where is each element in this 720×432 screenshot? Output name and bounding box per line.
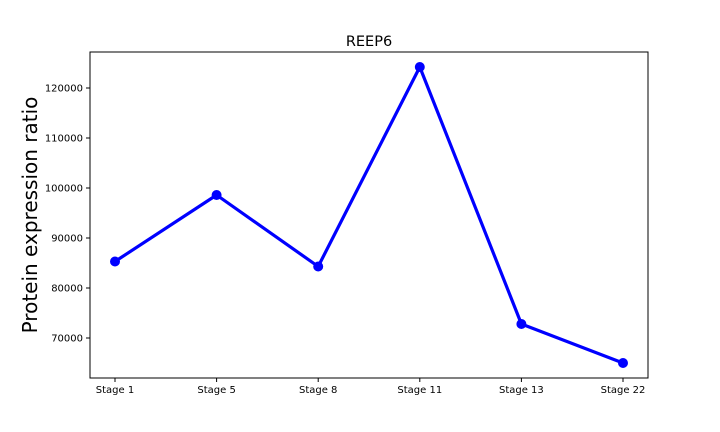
chart-title: REEP6 (346, 34, 392, 50)
y-tick-label: 120000 (45, 84, 83, 95)
data-point (414, 62, 425, 72)
plot-area: 70000 80000 90000 100000 110000 120000 Stage 1… (45, 51, 649, 396)
x-tick-label: Stage 5 (197, 385, 235, 396)
x-tick-label: Stage 13 (499, 385, 544, 396)
y-axis-label: Protein expression ratio (18, 97, 42, 334)
data-point (110, 256, 120, 267)
data-point (618, 358, 628, 368)
series-line (113, 65, 625, 365)
y-tick-label: 80000 (51, 284, 83, 295)
x-tick-label: Stage 8 (299, 385, 337, 396)
y-tick-label: 100000 (45, 184, 83, 195)
data-point (516, 319, 527, 329)
x-tick-label: Stage 11 (397, 385, 442, 396)
x-tick-label: Stage 22 (601, 385, 646, 396)
data-point (313, 261, 324, 272)
x-tick-label: Stage 1 (96, 385, 134, 396)
y-tick-label: 110000 (45, 134, 83, 145)
data-point (211, 190, 222, 200)
plot-frame (89, 51, 649, 379)
y-tick-label: 70000 (51, 334, 83, 345)
y-tick-label: 90000 (51, 234, 83, 245)
